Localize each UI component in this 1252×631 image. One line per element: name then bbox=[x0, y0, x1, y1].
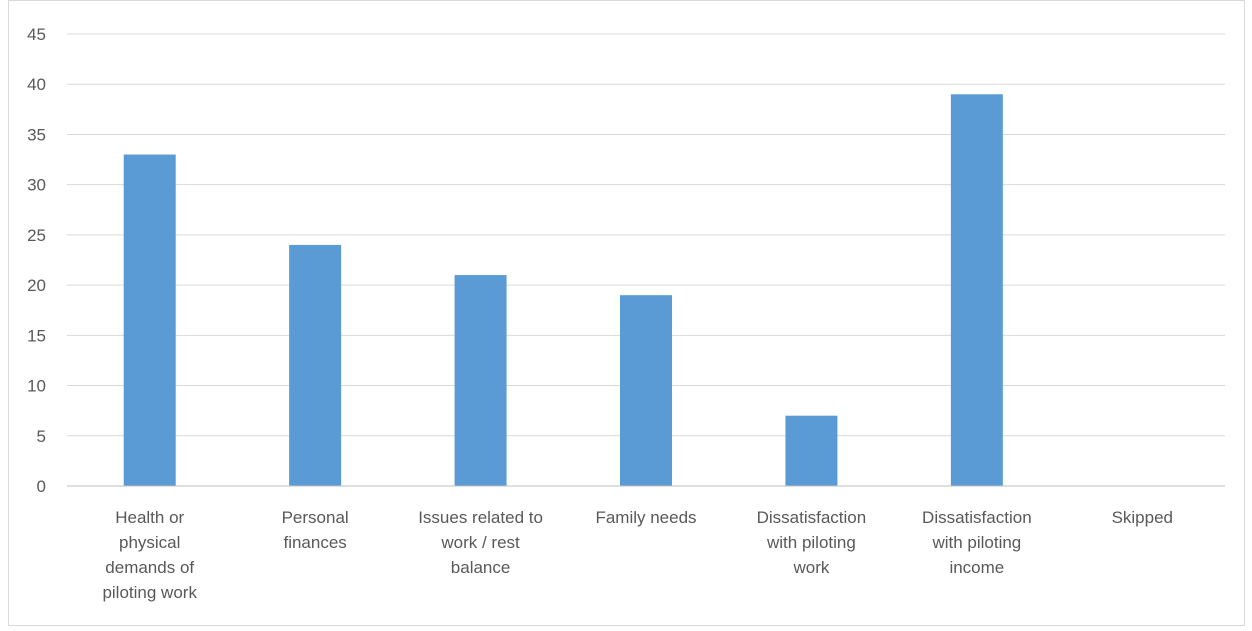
y-axis-ticks: 0 5 10 15 20 25 30 35 40 45 bbox=[27, 25, 46, 496]
x-category-label: Health or physical demands of piloting work bbox=[102, 508, 197, 602]
bar bbox=[123, 154, 176, 487]
x-category-label-line: Dissatisfaction bbox=[922, 508, 1032, 527]
y-tick-label: 40 bbox=[27, 75, 46, 94]
x-category-label: Skipped bbox=[1112, 508, 1173, 527]
x-category-label: Family needs bbox=[595, 508, 696, 527]
y-tick-label: 35 bbox=[27, 125, 46, 144]
y-tick-label: 10 bbox=[27, 377, 46, 396]
x-category-label-line: finances bbox=[283, 533, 346, 552]
x-category-label-line: work bbox=[792, 558, 829, 577]
x-category-label-line: with piloting bbox=[766, 533, 856, 552]
x-category-label: Issues related to work / rest balance bbox=[418, 508, 543, 577]
x-category-label-line: Personal bbox=[282, 508, 349, 527]
x-category-label-line: income bbox=[949, 558, 1004, 577]
bar bbox=[620, 295, 672, 486]
bar bbox=[454, 275, 507, 486]
x-category-label-line: Family needs bbox=[595, 508, 696, 527]
y-tick-label: 20 bbox=[27, 276, 46, 295]
x-category-label-line: Dissatisfaction bbox=[757, 508, 867, 527]
y-tick-label: 45 bbox=[27, 25, 46, 44]
bar bbox=[289, 244, 342, 486]
bar bbox=[950, 94, 1003, 487]
y-tick-label: 0 bbox=[37, 477, 46, 496]
x-category-label-line: with piloting bbox=[931, 533, 1021, 552]
y-tick-label: 15 bbox=[27, 326, 46, 345]
x-category-label-line: work / rest bbox=[440, 533, 520, 552]
x-category-label-line: balance bbox=[451, 558, 511, 577]
y-tick-label: 30 bbox=[27, 176, 46, 195]
x-axis-category-labels: Health or physical demands of piloting work… bbox=[102, 508, 1173, 602]
gridlines bbox=[67, 33, 1225, 437]
x-category-label: Personal finances bbox=[282, 508, 349, 552]
x-category-label-line: demands of bbox=[105, 558, 194, 577]
x-category-label-line: Skipped bbox=[1112, 508, 1173, 527]
bars bbox=[123, 94, 1003, 487]
bar bbox=[785, 415, 838, 486]
x-category-label-line: physical bbox=[119, 533, 180, 552]
y-tick-label: 5 bbox=[37, 427, 46, 446]
x-category-label-line: Issues related to bbox=[418, 508, 543, 527]
x-category-label: Dissatisfaction with piloting work bbox=[757, 508, 867, 577]
x-category-label: Dissatisfaction with piloting income bbox=[922, 508, 1032, 577]
y-tick-label: 25 bbox=[27, 226, 46, 245]
x-category-label-line: piloting work bbox=[102, 583, 197, 602]
x-category-label-line: Health or bbox=[115, 508, 184, 527]
